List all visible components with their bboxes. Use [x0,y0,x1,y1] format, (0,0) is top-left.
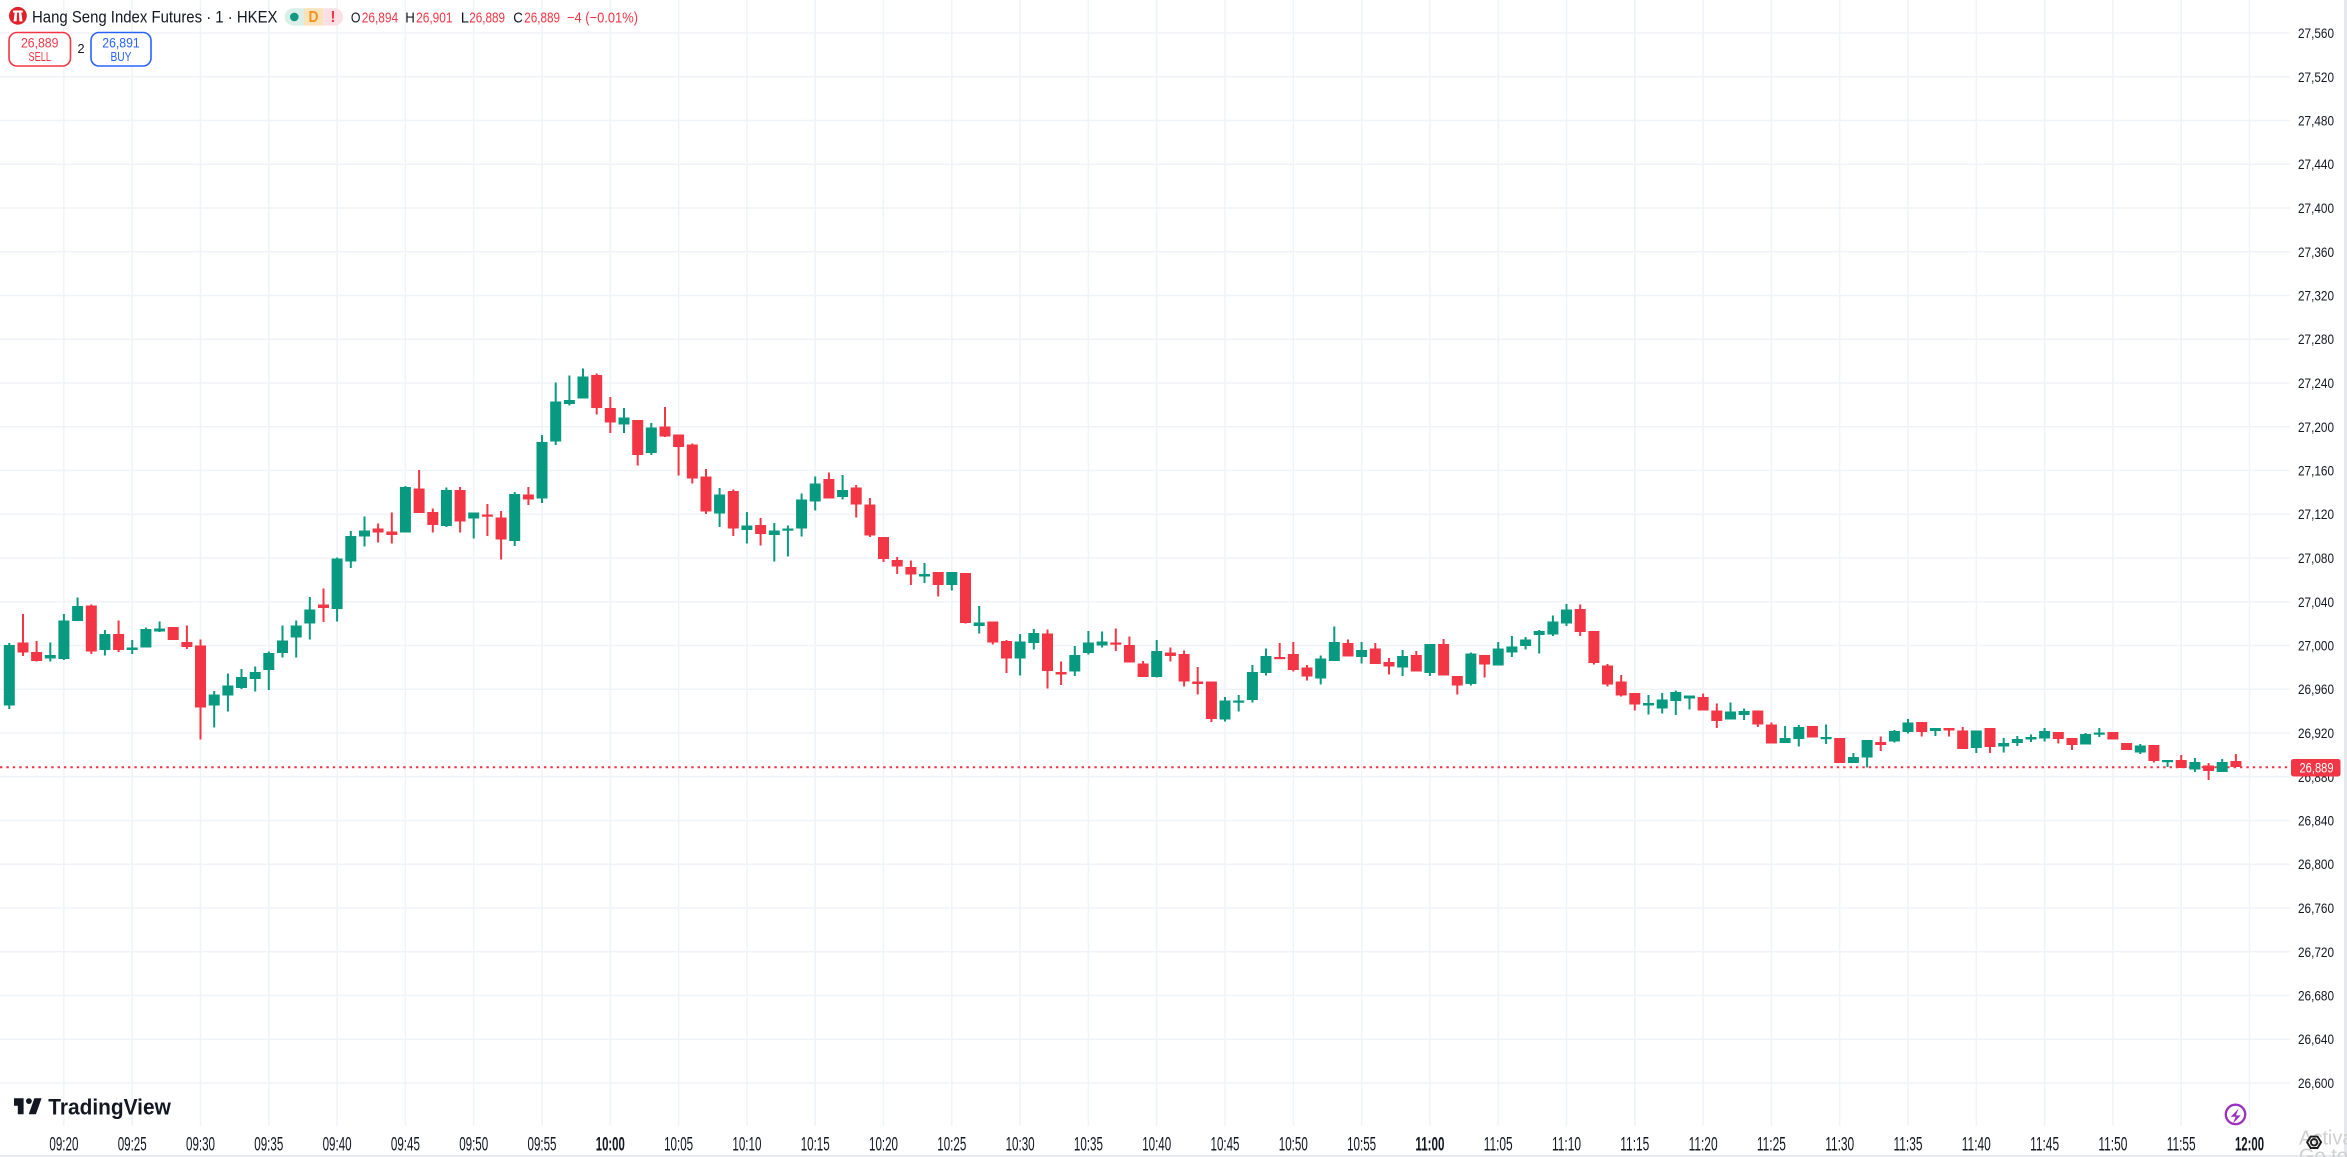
svg-text:26,680: 26,680 [2298,988,2334,1004]
svg-text:O: O [351,10,361,27]
svg-text:11:20: 11:20 [1689,1134,1718,1156]
svg-text:26,920: 26,920 [2298,725,2334,741]
svg-text:TradingView: TradingView [48,1094,171,1119]
svg-text:27,000: 27,000 [2298,638,2334,654]
svg-text:10:15: 10:15 [801,1134,830,1156]
svg-text:11:50: 11:50 [2098,1134,2127,1156]
svg-text:26,960: 26,960 [2298,681,2334,697]
svg-text:11:00: 11:00 [1415,1134,1444,1156]
svg-text:27,320: 27,320 [2298,288,2334,304]
svg-text:27,400: 27,400 [2298,200,2334,216]
svg-text:09:50: 09:50 [459,1134,488,1156]
svg-text:26,889: 26,889 [2300,759,2334,775]
svg-text:11:25: 11:25 [1757,1134,1786,1156]
svg-text:BUY: BUY [111,50,133,64]
svg-text:C: C [513,10,523,27]
svg-text:10:20: 10:20 [869,1134,898,1156]
svg-text:27,360: 27,360 [2298,244,2334,260]
svg-text:11:15: 11:15 [1620,1134,1649,1156]
svg-text:26,840: 26,840 [2298,813,2334,829]
svg-text:27,200: 27,200 [2298,419,2334,435]
svg-text:11:05: 11:05 [1484,1134,1513,1156]
svg-text:27,520: 27,520 [2298,69,2334,85]
svg-text:27,040: 27,040 [2298,594,2334,610]
svg-text:D: D [309,9,319,26]
svg-text:09:45: 09:45 [391,1134,420,1156]
svg-text:11:35: 11:35 [1894,1134,1923,1156]
svg-text:L: L [461,10,469,27]
svg-text:26,760: 26,760 [2298,900,2334,916]
svg-text:26,889: 26,889 [524,10,560,27]
svg-text:27,280: 27,280 [2298,331,2334,347]
svg-text:Hang Seng Index Futures · 1 ·: Hang Seng Index Futures · 1 · HKEX [32,9,278,27]
svg-text:H: H [405,10,415,27]
svg-text:11:55: 11:55 [2167,1134,2196,1156]
svg-text:09:40: 09:40 [323,1134,352,1156]
svg-text:10:40: 10:40 [1142,1134,1171,1156]
svg-text:Go to Setti: Go to Setti [2299,1146,2347,1157]
svg-text:11:30: 11:30 [1825,1134,1854,1156]
svg-text:27,560: 27,560 [2298,25,2334,41]
svg-text:26,894: 26,894 [362,10,399,27]
svg-text:09:30: 09:30 [186,1134,215,1156]
svg-text:12:00: 12:00 [2235,1134,2264,1156]
svg-text:27,240: 27,240 [2298,375,2334,391]
svg-text:27,160: 27,160 [2298,463,2334,479]
svg-text:26,720: 26,720 [2298,944,2334,960]
svg-text:10:30: 10:30 [1006,1134,1035,1156]
svg-text:−4 (−0.01%): −4 (−0.01%) [567,10,638,27]
svg-text:10:45: 10:45 [1211,1134,1240,1156]
svg-text:09:35: 09:35 [254,1134,283,1156]
svg-text:26,600: 26,600 [2298,1075,2334,1091]
svg-text:26,640: 26,640 [2298,1031,2334,1047]
svg-text:09:25: 09:25 [118,1134,147,1156]
svg-text:11:45: 11:45 [2030,1134,2059,1156]
svg-text:10:00: 10:00 [596,1134,625,1156]
svg-text:10:05: 10:05 [664,1134,693,1156]
svg-text:26,901: 26,901 [416,10,452,27]
svg-text:!: ! [330,9,335,26]
svg-text:27,480: 27,480 [2298,113,2334,129]
svg-text:27,120: 27,120 [2298,506,2334,522]
svg-text:09:55: 09:55 [528,1134,557,1156]
svg-text:26,891: 26,891 [102,35,140,51]
svg-text:26,800: 26,800 [2298,856,2334,872]
svg-text:27,080: 27,080 [2298,550,2334,566]
svg-text:10:25: 10:25 [937,1134,966,1156]
svg-text:11:10: 11:10 [1552,1134,1581,1156]
svg-text:27,440: 27,440 [2298,156,2334,172]
svg-text:26,889: 26,889 [469,10,505,27]
svg-text:10:35: 10:35 [1074,1134,1103,1156]
svg-text:2: 2 [77,41,84,56]
svg-text:10:50: 10:50 [1279,1134,1308,1156]
svg-text:SELL: SELL [28,50,51,64]
svg-text:10:55: 10:55 [1347,1134,1376,1156]
svg-text:11:40: 11:40 [1962,1134,1991,1156]
svg-text:10:10: 10:10 [732,1134,761,1156]
svg-text:26,889: 26,889 [21,35,59,51]
svg-text:09:20: 09:20 [49,1134,78,1156]
